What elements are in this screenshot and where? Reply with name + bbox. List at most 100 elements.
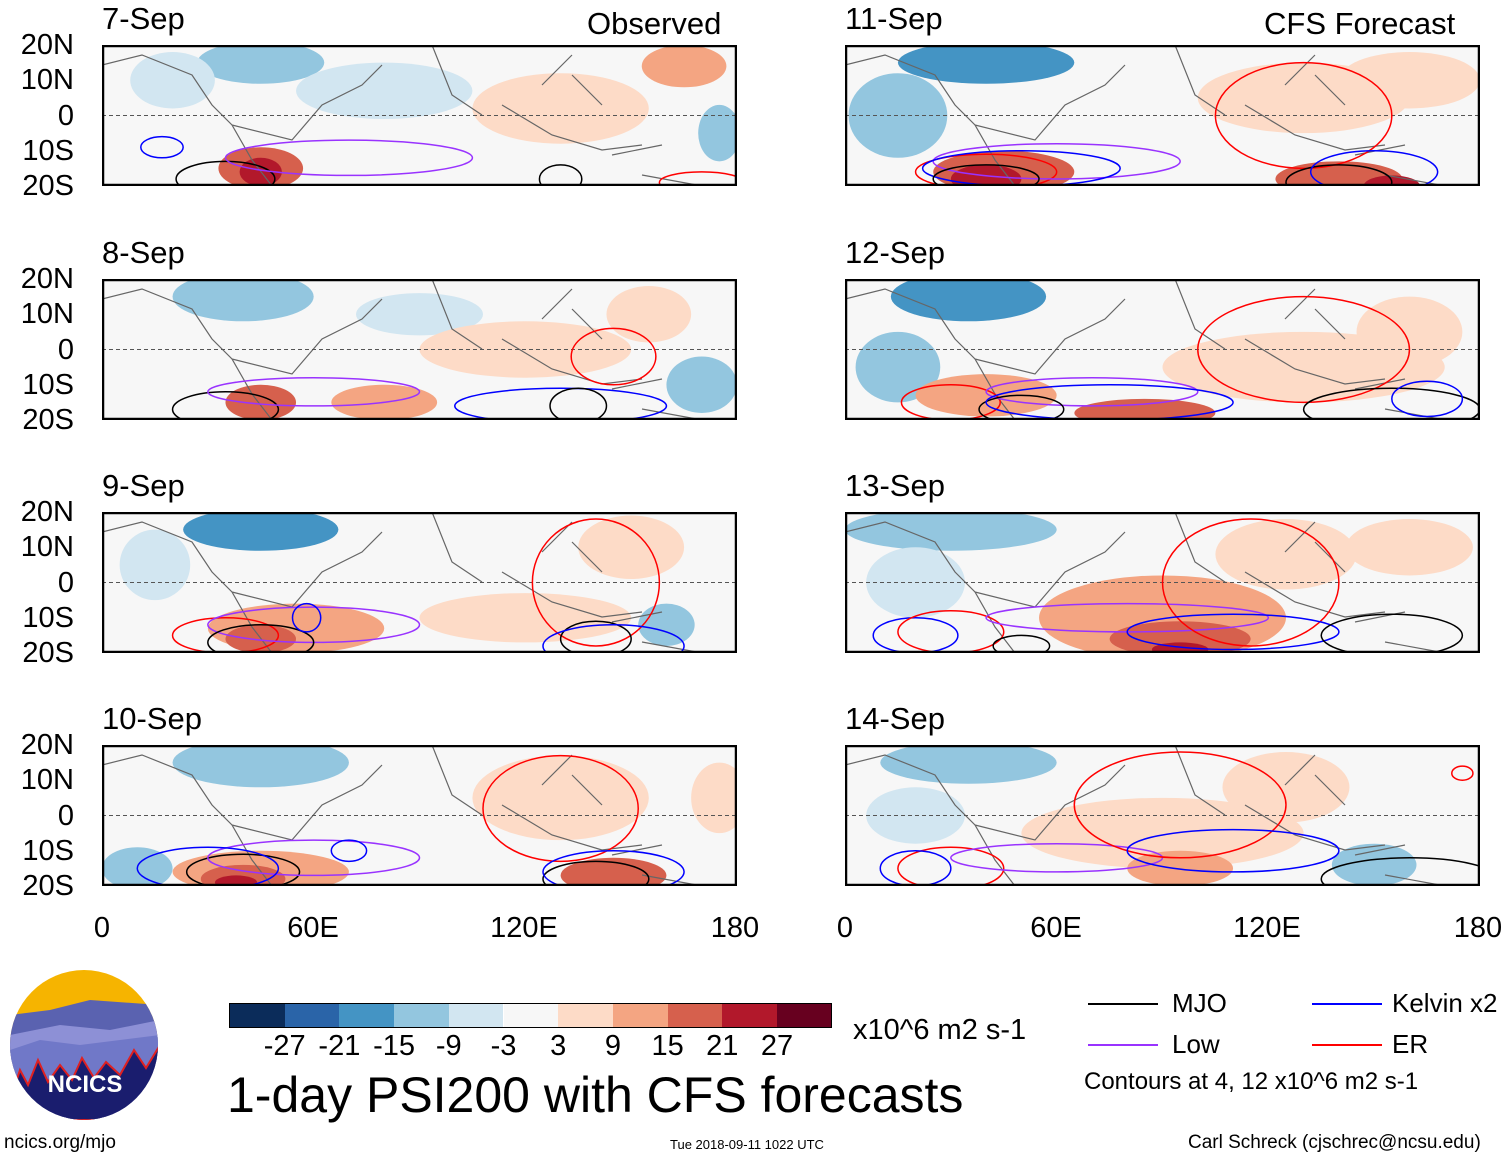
- er-contour: [1073, 751, 1287, 859]
- colorbar-swatch: [667, 1004, 723, 1028]
- kelvin-contour: [1391, 380, 1464, 418]
- kelvin-contour: [542, 850, 685, 886]
- lat-label: 0: [57, 566, 74, 599]
- er-contour: [658, 171, 737, 186]
- er-contour: [1214, 61, 1393, 170]
- low-contour: [224, 139, 474, 177]
- lat-label: 20S: [22, 637, 74, 669]
- anomaly-shading: [1338, 52, 1480, 109]
- colorbar-label: 27: [760, 1030, 794, 1062]
- lon-label: 120E: [490, 912, 558, 944]
- legend-kelvin-line: [1312, 1003, 1382, 1005]
- kelvin-contour: [140, 135, 184, 159]
- kelvin-contour: [985, 384, 1234, 420]
- kelvin-contour: [921, 150, 1121, 186]
- lon-label: 120E: [1233, 912, 1301, 944]
- anomaly-shading: [666, 356, 737, 413]
- anomaly-shading: [897, 45, 1075, 84]
- lon-label: 60E: [287, 912, 339, 944]
- map-panel: [845, 45, 1480, 186]
- figure-title: 1-day PSI200 with CFS forecasts: [227, 1067, 964, 1123]
- lat-label: 20S: [22, 870, 74, 902]
- lat-label: 0: [57, 799, 74, 832]
- mjo-contour: [207, 624, 315, 653]
- anomaly-shading: [1222, 752, 1350, 823]
- map-panel: [845, 745, 1480, 886]
- legend-er-label: ER: [1392, 1029, 1429, 1059]
- legend-mjo-label: MJO: [1172, 988, 1227, 1018]
- kelvin-contour: [879, 850, 952, 886]
- panel-date: 12-Sep: [845, 235, 945, 270]
- mjo-contour: [992, 634, 1051, 653]
- legend-er-line: [1312, 1044, 1382, 1046]
- coastlines: [845, 512, 1446, 653]
- observed-label: Observed: [587, 6, 722, 41]
- er-contour: [1161, 518, 1340, 647]
- mjo-contour: [978, 394, 1065, 420]
- lat-label: 10S: [22, 834, 74, 867]
- colorbar-label: -3: [490, 1030, 517, 1062]
- panel-frame: [845, 279, 1480, 420]
- mjo-contour: [549, 387, 608, 420]
- anomaly-shading: [1331, 843, 1417, 886]
- panel-frame: [102, 45, 737, 186]
- colorbar-label: 21: [706, 1030, 739, 1062]
- colorbar-swatch: [339, 1004, 395, 1028]
- coastlines: [102, 279, 703, 420]
- colorbar-units: x10^6 m2 s-1: [853, 1014, 1027, 1046]
- er-contour: [531, 518, 661, 647]
- forecast-label: CFS Forecast: [1264, 6, 1456, 41]
- colorbar-swatch: [394, 1004, 449, 1028]
- anomaly-shading: [698, 104, 737, 162]
- footer-url[interactable]: ncics.org/mjo: [4, 1132, 116, 1153]
- panel-date: 7-Sep: [102, 1, 185, 36]
- anomaly-shading: [183, 512, 339, 551]
- anomaly-shading: [578, 515, 685, 579]
- anomaly-shading: [119, 529, 191, 601]
- mjo-contour: [175, 160, 276, 186]
- colorbar-swatch: [284, 1004, 340, 1028]
- lat-label: 10S: [22, 601, 74, 634]
- colorbar-label: 9: [604, 1030, 621, 1062]
- kelvin-contour: [1309, 150, 1439, 186]
- lat-label: 10S: [22, 134, 74, 167]
- kelvin-contour: [1126, 828, 1340, 873]
- lat-label: 10N: [20, 531, 74, 564]
- colorbar-label: -21: [318, 1030, 361, 1062]
- mjo-contour: [171, 391, 280, 420]
- panel-frame: [102, 512, 737, 653]
- lat-label: 10N: [20, 64, 74, 97]
- legend-mjo-line: [1088, 1003, 1158, 1005]
- colorbar-label: -27: [263, 1030, 306, 1062]
- panel-frame: [102, 745, 737, 886]
- lon-label: 60E: [1030, 912, 1082, 944]
- anomaly-shading: [1074, 398, 1216, 420]
- map-panel: [102, 279, 737, 420]
- map-panel: [102, 45, 737, 186]
- kelvin-contour: [136, 846, 280, 886]
- panel-date: 10-Sep: [102, 701, 202, 736]
- colorbar-swatch: [722, 1004, 777, 1028]
- anomaly-shading: [130, 52, 215, 109]
- mjo-contour: [1320, 613, 1464, 653]
- map-panel: [845, 512, 1480, 653]
- low-contour: [207, 839, 421, 877]
- anomaly-shading: [1356, 296, 1463, 368]
- mjo-contour: [538, 164, 583, 186]
- kelvin-contour: [454, 387, 668, 420]
- anomaly-shading: [172, 279, 314, 322]
- map-panel: [102, 745, 737, 886]
- er-contour: [897, 846, 1005, 886]
- anomaly-shading: [1345, 519, 1473, 576]
- lat-label: 10S: [22, 368, 74, 401]
- mjo-contour: [932, 164, 1040, 186]
- mjo-contour: [559, 620, 632, 653]
- legend-kelvin-label: Kelvin x2: [1392, 988, 1498, 1018]
- anomaly-shading: [890, 279, 1047, 322]
- lon-label: 180: [1453, 912, 1503, 944]
- panel-date: 8-Sep: [102, 235, 185, 270]
- lon-label: 0: [93, 912, 111, 944]
- map-panel: [845, 279, 1480, 420]
- er-contour: [1451, 765, 1474, 782]
- panel-frame: [845, 512, 1480, 653]
